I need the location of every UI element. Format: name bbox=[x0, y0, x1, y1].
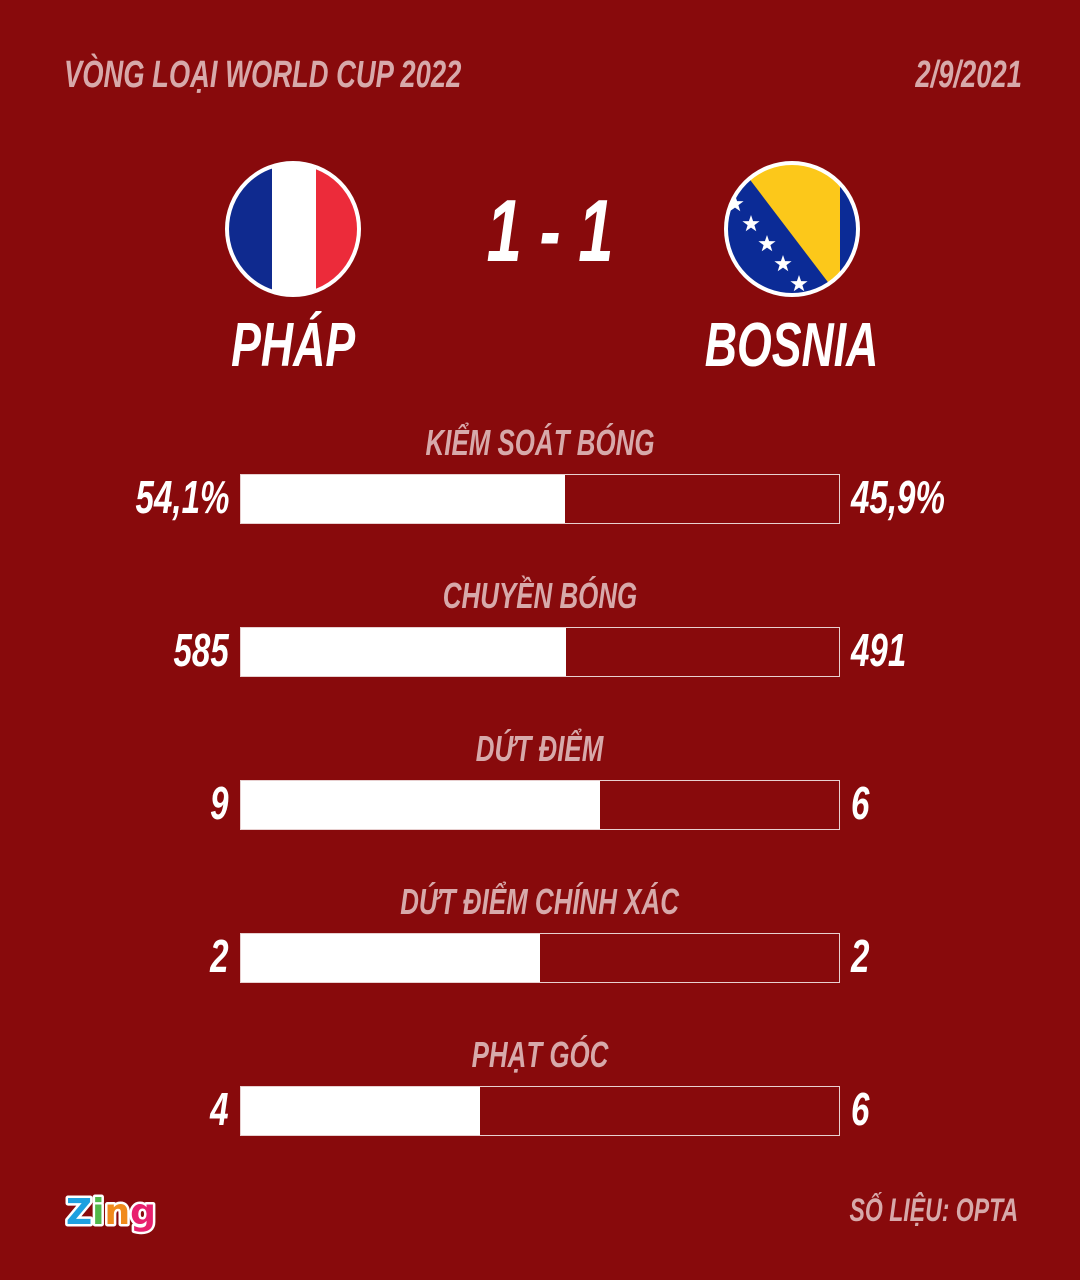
stat-label: KIỂM SOÁT BÓNG bbox=[425, 422, 655, 463]
stat-bar bbox=[240, 627, 840, 677]
stat-label: DỨT ĐIỂM CHÍNH XÁC bbox=[400, 881, 680, 922]
away-stat-value: 491 bbox=[851, 624, 907, 676]
stat-label: CHUYỀN BÓNG bbox=[442, 575, 638, 616]
home-stat-value: 585 bbox=[173, 624, 229, 676]
away-stat-value: 45,9% bbox=[851, 471, 945, 523]
stat-bar-home-fill bbox=[241, 628, 567, 676]
svg-text:Zing: Zing bbox=[66, 1192, 156, 1233]
stat-bar bbox=[240, 1086, 840, 1136]
home-stat-value: 9 bbox=[210, 777, 229, 829]
away-team-name: BOSNIA bbox=[705, 311, 879, 380]
zing-logo: Zing bbox=[62, 1188, 162, 1241]
france-flag-icon bbox=[225, 161, 361, 297]
home-stat-value: 54,1% bbox=[135, 471, 229, 523]
away-stat-value: 6 bbox=[851, 777, 870, 829]
stat-label: PHẠT GÓC bbox=[471, 1034, 609, 1075]
away-stat-value: 2 bbox=[851, 930, 870, 982]
stat-bar bbox=[240, 933, 840, 983]
stat-bar bbox=[240, 780, 840, 830]
stat-bar-home-fill bbox=[241, 781, 600, 829]
away-stat-value: 6 bbox=[851, 1083, 870, 1135]
match-score: 1 - 1 bbox=[486, 181, 614, 280]
stat-bar-home-fill bbox=[241, 475, 565, 523]
stat-bar bbox=[240, 474, 840, 524]
stat-label: DỨT ĐIỂM bbox=[476, 728, 604, 769]
home-team-name: PHÁP bbox=[230, 311, 356, 380]
competition-title: VÒNG LOẠI WORLD CUP 2022 bbox=[64, 54, 462, 96]
stat-bar-home-fill bbox=[241, 1087, 481, 1135]
home-stat-value: 2 bbox=[210, 930, 229, 982]
match-date: 2/9/2021 bbox=[915, 54, 1022, 96]
data-source: SỐ LIỆU: OPTA bbox=[849, 1192, 1018, 1228]
bosnia-flag-icon bbox=[724, 161, 860, 297]
home-stat-value: 4 bbox=[210, 1083, 229, 1135]
stat-bar-home-fill bbox=[241, 934, 540, 982]
